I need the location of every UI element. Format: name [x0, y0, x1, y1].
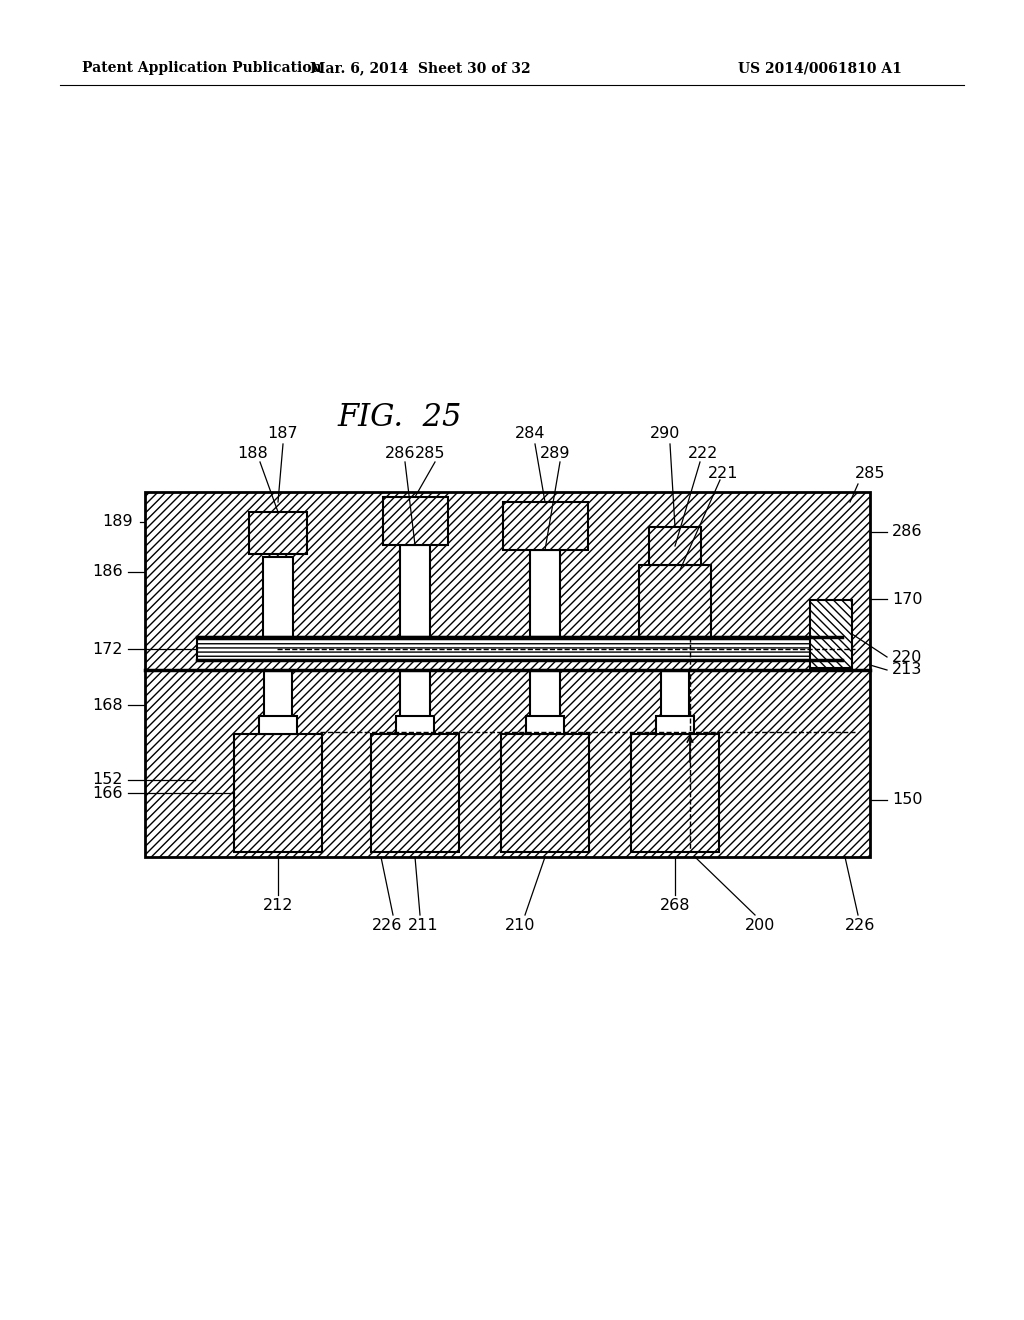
Text: 210: 210	[505, 917, 536, 932]
Bar	[656, 715, 694, 734]
Bar	[371, 734, 459, 851]
Text: 150: 150	[892, 792, 923, 808]
Bar	[530, 550, 560, 638]
Text: 170: 170	[892, 591, 923, 606]
Bar	[263, 557, 293, 638]
Bar	[383, 498, 449, 545]
Bar	[649, 527, 701, 565]
Text: 221: 221	[708, 466, 738, 482]
Bar	[810, 601, 852, 668]
Text: Patent Application Publication: Patent Application Publication	[82, 61, 322, 75]
Text: 226: 226	[372, 917, 402, 932]
Text: 200: 200	[744, 917, 775, 932]
Bar	[400, 671, 430, 770]
Text: 152: 152	[92, 772, 123, 788]
Text: 189: 189	[102, 515, 133, 529]
Text: FIG.  25: FIG. 25	[338, 403, 462, 433]
Bar	[639, 565, 711, 638]
Text: 285: 285	[415, 446, 445, 462]
Bar	[396, 715, 434, 734]
Bar	[249, 512, 307, 554]
Bar	[530, 671, 560, 770]
Bar	[259, 715, 297, 734]
Bar	[400, 545, 430, 638]
Bar	[501, 734, 589, 851]
Bar	[631, 734, 719, 851]
Text: US 2014/0061810 A1: US 2014/0061810 A1	[738, 61, 902, 75]
Bar	[503, 502, 588, 550]
Bar	[197, 638, 842, 660]
Text: 268: 268	[659, 898, 690, 912]
Text: 290: 290	[650, 426, 680, 441]
Bar	[526, 715, 564, 734]
Bar	[234, 734, 322, 851]
Text: 211: 211	[408, 917, 438, 932]
Text: 289: 289	[540, 446, 570, 462]
Bar	[145, 492, 870, 671]
Text: 286: 286	[892, 524, 923, 540]
Text: 284: 284	[515, 426, 545, 441]
Text: 168: 168	[92, 697, 123, 713]
Text: Mar. 6, 2014  Sheet 30 of 32: Mar. 6, 2014 Sheet 30 of 32	[309, 61, 530, 75]
Text: 166: 166	[92, 785, 123, 800]
Text: 286: 286	[385, 446, 416, 462]
Text: 186: 186	[92, 565, 123, 579]
Text: 213: 213	[892, 663, 923, 677]
Text: 188: 188	[238, 446, 268, 462]
Text: 187: 187	[267, 426, 298, 441]
Text: 285: 285	[855, 466, 886, 482]
Text: 172: 172	[92, 642, 123, 656]
Text: 226: 226	[845, 917, 876, 932]
Text: 220: 220	[892, 649, 923, 664]
Text: 222: 222	[688, 446, 718, 462]
Bar	[145, 671, 870, 857]
Text: 212: 212	[263, 898, 293, 912]
Bar	[662, 671, 689, 770]
Bar	[264, 671, 292, 768]
